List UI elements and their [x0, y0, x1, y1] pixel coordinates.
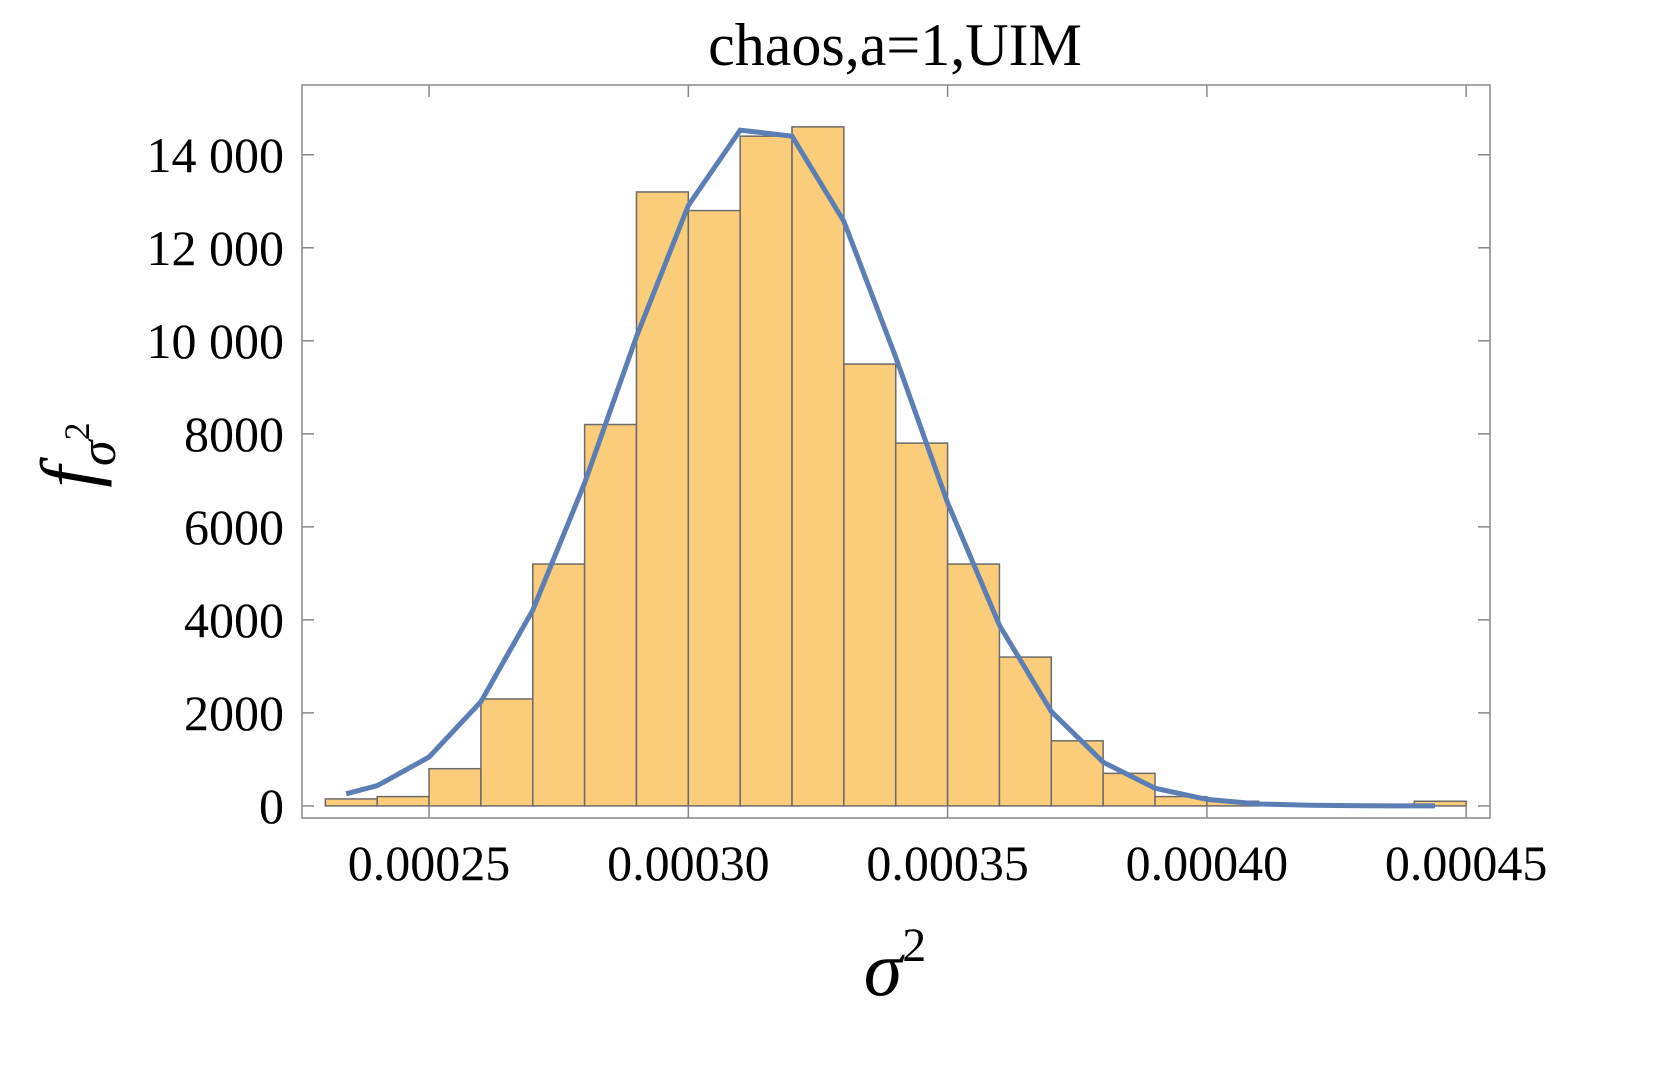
y-label-subscript: σ [70, 438, 127, 466]
x-tick-label: 0.00025 [348, 835, 511, 891]
bar [583, 423, 638, 807]
bar [894, 442, 949, 807]
x-tick-label: 0.00030 [607, 835, 770, 891]
bar [480, 698, 534, 807]
bar [998, 656, 1053, 807]
y-tick-label: 6000 [184, 499, 284, 555]
y-tick-label: 4000 [184, 592, 284, 648]
y-axis-label: fσ2 [25, 422, 127, 487]
bar [1050, 740, 1104, 807]
y-tick-label: 10 000 [147, 313, 285, 369]
plot-frame [301, 84, 1491, 819]
x-tick-label: 0.00040 [1126, 835, 1289, 891]
y-tick-label: 12 000 [147, 220, 285, 276]
x-tick-label: 0.00035 [866, 835, 1029, 891]
y-label-exponent: 2 [57, 422, 97, 440]
y-tick-label: 2000 [184, 685, 284, 741]
x-axis-label: σ2 [864, 919, 926, 1012]
y-tick-label: 14 000 [147, 127, 285, 183]
x-label-symbol: σ [864, 925, 905, 1012]
x-tick-label: 0.00045 [1385, 835, 1548, 891]
bar [635, 191, 690, 807]
bar [687, 209, 741, 807]
bar [843, 363, 897, 807]
y-tick-label: 8000 [184, 406, 284, 462]
bar [532, 563, 586, 807]
bar [946, 563, 1001, 807]
bar [428, 767, 482, 807]
bar [376, 795, 430, 807]
fit-curve [345, 127, 1435, 809]
bar [791, 126, 845, 807]
bar [1102, 772, 1156, 807]
bar [324, 798, 378, 807]
x-label-exponent: 2 [902, 919, 926, 972]
bar [739, 135, 793, 807]
y-tick-label: 0 [259, 778, 284, 834]
chart-title: chaos,a=1,UIM [708, 12, 1082, 78]
